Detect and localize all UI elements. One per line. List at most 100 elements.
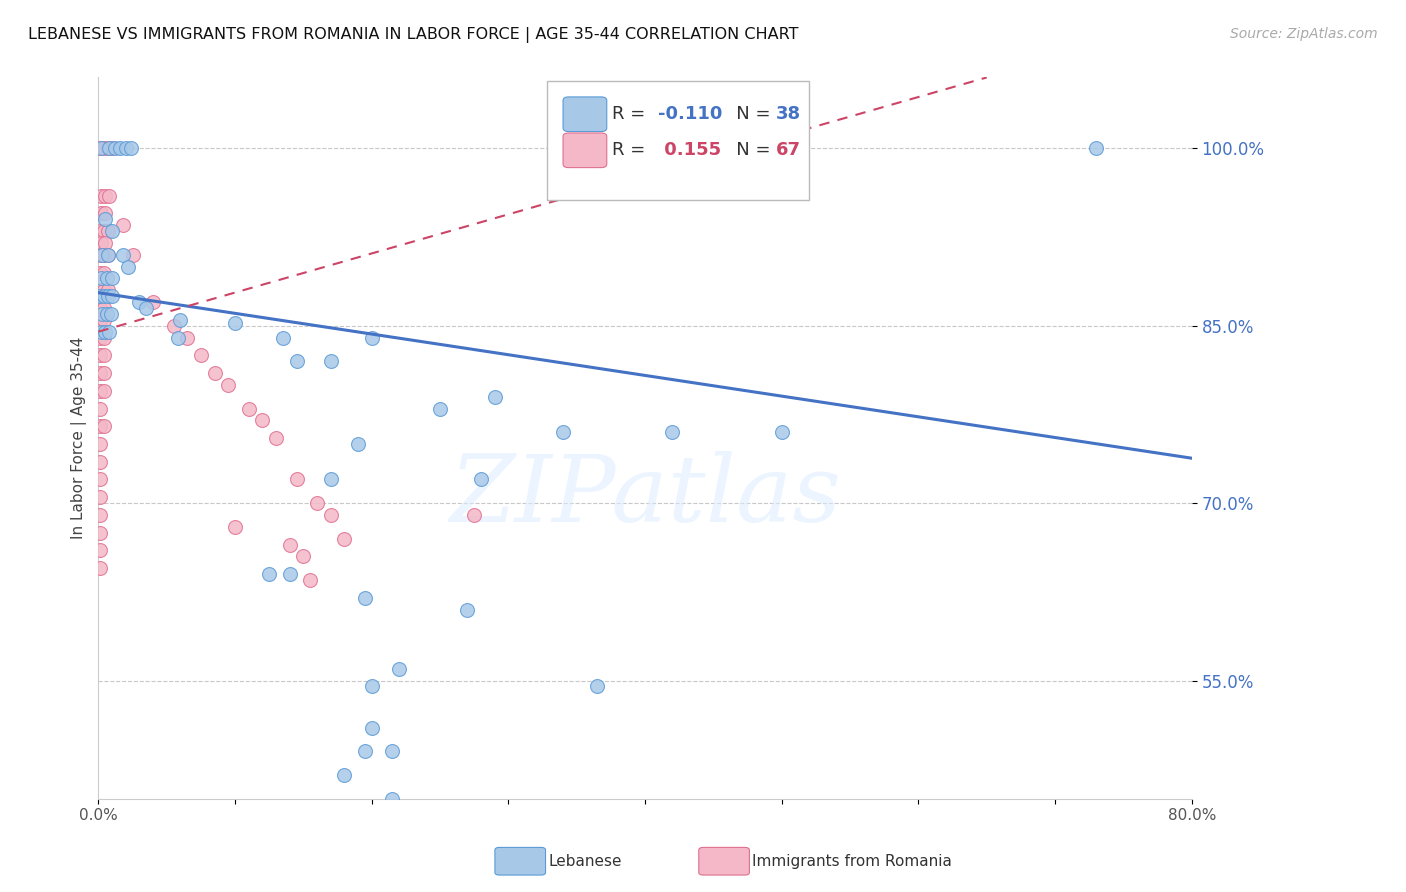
Point (111, 248, 134, 262)
Point (96, 307, 118, 321)
Point (190, 348, 212, 362)
Point (89, 561, 111, 575)
Point (360, 721, 382, 735)
Point (117, 260, 139, 274)
FancyBboxPatch shape (562, 133, 607, 168)
Point (97, 224, 120, 238)
Point (97, 248, 120, 262)
Point (93, 141, 115, 155)
Point (388, 662, 411, 676)
Point (224, 317, 246, 331)
Point (128, 295, 150, 310)
Point (93, 366, 115, 380)
Point (292, 549, 315, 564)
Point (93, 224, 115, 238)
Point (264, 431, 287, 445)
Point (93, 266, 115, 280)
Point (114, 141, 136, 155)
Point (166, 330, 188, 344)
Text: 38: 38 (776, 105, 801, 123)
Point (484, 390, 506, 404)
Point (94, 188, 117, 202)
Point (429, 401, 451, 416)
Point (162, 318, 184, 333)
Point (93, 384, 115, 398)
Point (97, 141, 120, 155)
Point (101, 289, 124, 303)
Point (89, 266, 111, 280)
Point (98, 325, 121, 339)
Point (89, 508, 111, 522)
Point (333, 768, 356, 782)
Point (94, 325, 117, 339)
Point (121, 248, 143, 262)
Point (93, 313, 115, 327)
Point (176, 330, 198, 344)
Point (94, 212, 117, 227)
Point (551, 425, 574, 440)
Point (90, 235, 112, 250)
Point (89, 437, 111, 451)
Point (217, 377, 239, 392)
Point (89, 141, 111, 155)
Point (93, 301, 115, 315)
Point (89, 473, 111, 487)
Point (299, 573, 322, 587)
Text: 67: 67 (776, 141, 801, 160)
Point (94, 235, 117, 250)
Point (89, 348, 111, 362)
Point (354, 591, 377, 605)
Point (142, 295, 165, 310)
Point (93, 248, 115, 262)
Point (98, 141, 121, 155)
Point (169, 313, 191, 327)
Point (89, 543, 111, 558)
Point (1085, 141, 1108, 155)
Point (238, 401, 260, 416)
Point (319, 473, 342, 487)
Point (90, 271, 112, 285)
Point (89, 330, 111, 344)
Point (360, 330, 382, 344)
Point (96, 271, 118, 285)
Point (319, 508, 342, 522)
Point (89, 283, 111, 297)
Point (89, 525, 111, 540)
Point (278, 567, 301, 582)
Text: N =: N = (720, 105, 776, 123)
Point (135, 301, 157, 315)
Point (101, 141, 124, 155)
Point (381, 744, 404, 758)
Point (97, 248, 120, 262)
FancyBboxPatch shape (562, 97, 607, 131)
Point (463, 508, 485, 522)
Text: -0.110: -0.110 (658, 105, 723, 123)
Point (456, 602, 478, 616)
Point (319, 354, 342, 368)
Point (93, 283, 115, 297)
Text: R =: R = (612, 141, 651, 160)
Point (93, 330, 115, 344)
Point (285, 473, 308, 487)
Point (104, 141, 127, 155)
Point (90, 188, 112, 202)
Point (94, 206, 117, 220)
Point (97, 283, 120, 297)
Point (252, 413, 274, 427)
Point (271, 330, 294, 344)
Point (661, 425, 683, 440)
Point (89, 455, 111, 469)
Point (285, 354, 308, 368)
Point (101, 271, 124, 285)
Point (89, 289, 111, 303)
Point (89, 248, 111, 262)
Point (278, 537, 301, 551)
Point (98, 188, 121, 202)
Point (347, 437, 370, 451)
Point (354, 744, 377, 758)
Point (93, 348, 115, 362)
Point (89, 401, 111, 416)
Point (93, 419, 115, 434)
Text: Source: ZipAtlas.com: Source: ZipAtlas.com (1230, 27, 1378, 41)
Point (89, 313, 111, 327)
